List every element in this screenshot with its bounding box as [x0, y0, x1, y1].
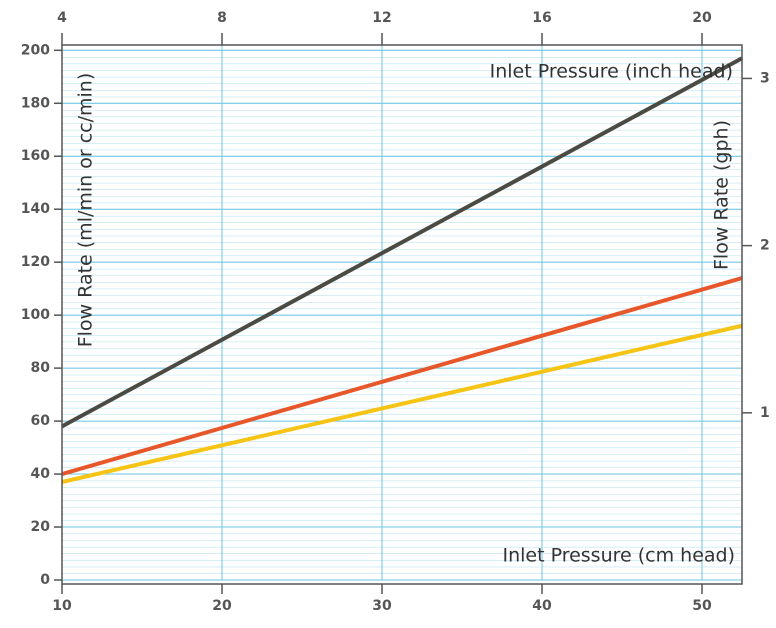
- series-line: [61, 276, 743, 476]
- y-tick-label: 160: [21, 148, 50, 164]
- y-tick-label: 60: [31, 413, 51, 429]
- series-line: [61, 323, 743, 484]
- y-tick-label: 120: [21, 254, 50, 270]
- y-tick-label: 140: [21, 201, 50, 217]
- minor-grid: [62, 45, 742, 580]
- series-line: [61, 56, 743, 429]
- y-tick-label: 180: [21, 95, 50, 111]
- x-tick-label: 20: [212, 598, 232, 614]
- x2-tick-label: 4: [57, 10, 67, 26]
- y-tick-label: 0: [40, 572, 50, 588]
- y-tick-label: 40: [31, 466, 51, 482]
- x2-tick-label: 8: [217, 10, 227, 26]
- y2-axis-title: Flow Rate (gph): [711, 120, 733, 270]
- x2-axis-title: Inlet Pressure (inch head): [490, 61, 733, 83]
- x2-tick-label: 16: [532, 10, 551, 26]
- y-tick-label: 200: [21, 42, 50, 58]
- x2-tick-label: 20: [692, 10, 712, 26]
- y2-tick-label: 3: [760, 70, 770, 86]
- y-axis-title: Flow Rate (ml/min or cc/min): [75, 73, 97, 348]
- x-tick-label: 10: [52, 598, 72, 614]
- y-tick-label: 80: [31, 360, 51, 376]
- x2-tick-label: 12: [372, 10, 391, 26]
- x-tick-label: 50: [692, 598, 712, 614]
- x-tick-label: 40: [532, 598, 552, 614]
- y2-tick-label: 1: [760, 405, 770, 421]
- x-axis-title: Inlet Pressure (cm head): [502, 545, 735, 567]
- x-tick-label: 30: [372, 598, 392, 614]
- y2-tick-label: 2: [760, 238, 770, 254]
- y-tick-label: 20: [31, 519, 51, 535]
- y-tick-label: 100: [21, 307, 50, 323]
